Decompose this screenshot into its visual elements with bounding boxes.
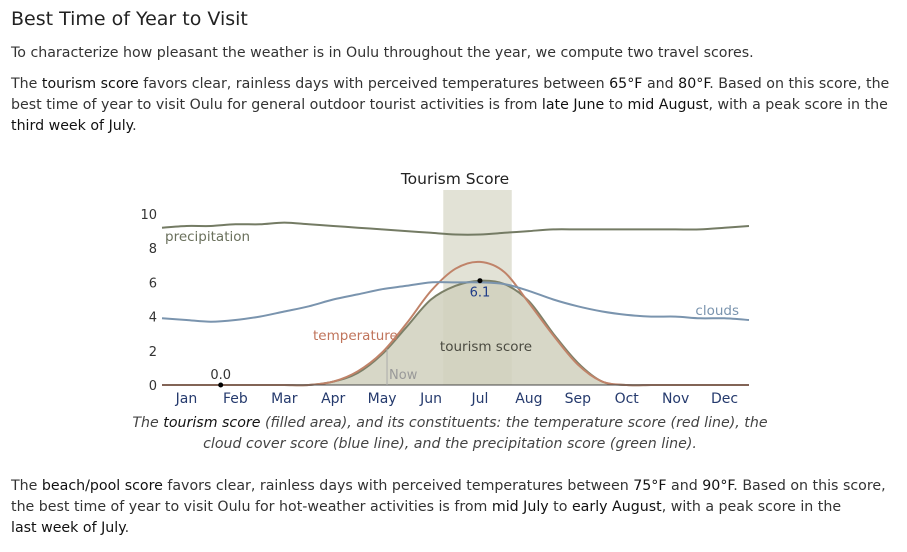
x-tick-label: Dec (711, 391, 738, 407)
tourism-score-chart: Tourism Score 0 2 4 6 8 10 Now precipitation … (130, 163, 770, 413)
x-tick-label: Sep (565, 391, 592, 407)
x-tick-label: Aug (515, 391, 542, 407)
clouds-series-label: clouds (695, 303, 739, 319)
precipitation-series-label: precipitation (165, 229, 250, 245)
page-title: Best Time of Year to Visit (11, 8, 248, 30)
tourism-paragraph: The tourism score favors clear, rainless… (11, 76, 890, 134)
x-tick-label: Jul (471, 391, 489, 407)
temperature-series-label: temperature (313, 328, 398, 344)
x-tick-label: May (368, 391, 397, 407)
x-tick-label: Nov (662, 391, 689, 407)
chart-title: Tourism Score (400, 170, 509, 188)
tourism-score-area (162, 280, 749, 386)
peak-point (477, 278, 483, 284)
x-tick-label: Jan (175, 391, 198, 407)
y-tick-label: 2 (149, 345, 157, 360)
y-tick-label: 8 (149, 242, 157, 257)
now-label: Now (389, 368, 418, 383)
min-value-label: 0.0 (210, 368, 231, 383)
x-tick-label: Mar (271, 391, 298, 407)
y-tick-label: 10 (140, 208, 157, 223)
precipitation-line (161, 221, 750, 236)
x-tick-label: Jun (419, 391, 442, 407)
tourism-score-series-label: tourism score (440, 339, 532, 355)
intro-paragraph: To characterize how pleasant the weather… (11, 45, 754, 61)
x-tick-label: Feb (223, 391, 248, 407)
x-tick-label: Oct (615, 391, 640, 407)
peak-value-label: 6.1 (470, 286, 491, 301)
beach-paragraph: The beach/pool score favors clear, rainl… (11, 478, 886, 536)
x-tick-label: Apr (321, 391, 345, 407)
y-tick-label: 0 (149, 379, 157, 394)
y-tick-label: 4 (149, 311, 157, 326)
chart-caption: The tourism score (filled area), and its… (132, 415, 768, 452)
y-tick-label: 6 (149, 276, 157, 291)
clouds-line (161, 281, 750, 323)
min-point (218, 382, 224, 388)
